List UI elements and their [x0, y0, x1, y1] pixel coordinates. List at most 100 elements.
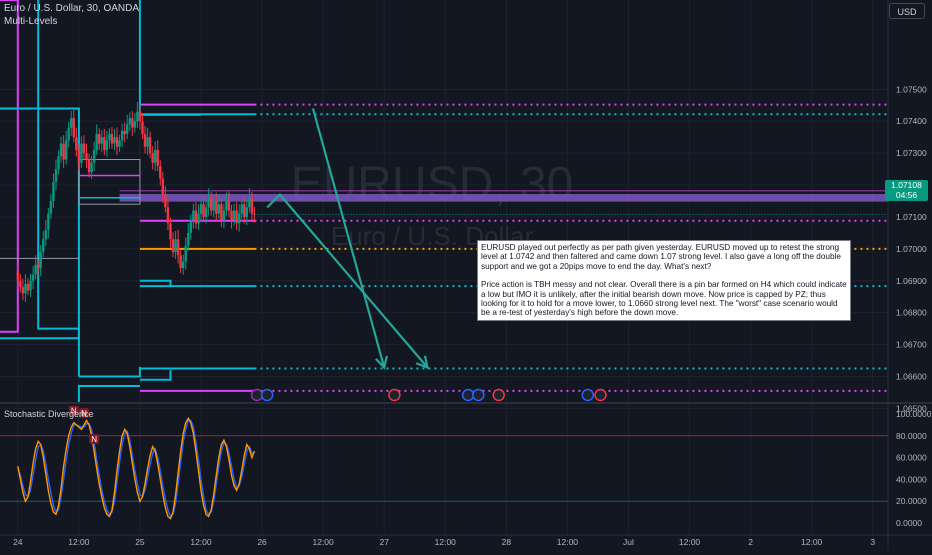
- last-price-tag: 1.07108 04:56: [885, 180, 928, 201]
- session-2-box: [78, 159, 141, 205]
- analysis-note[interactable]: EURUSD played out perfectly as per path …: [477, 240, 851, 321]
- time-tick-label: 25: [135, 537, 145, 547]
- indicator-name[interactable]: Multi-Levels: [4, 16, 58, 27]
- candle-body: [126, 124, 129, 134]
- arrow-path-long-head: [415, 355, 429, 370]
- candle-body: [225, 201, 228, 211]
- candle-body: [34, 264, 37, 275]
- candle-body: [212, 201, 215, 211]
- osc-tick-label: 20.0000: [896, 496, 927, 506]
- candle-body: [29, 280, 32, 291]
- watermark: EURUSD, 30 Euro / U.S. Dollar: [291, 158, 574, 251]
- candle-body: [47, 213, 50, 230]
- candle-body: [235, 210, 238, 224]
- stochastic-pane: 100.0000 80.0000 60.0000 40.0000 20.0000 0.00…: [0, 405, 932, 528]
- candle-body: [105, 140, 109, 150]
- divergence-badge: [78, 407, 89, 418]
- candle-body: [113, 137, 116, 144]
- economic-event-icon: [250, 388, 264, 402]
- candle-body: [131, 118, 134, 128]
- candle-body: [42, 239, 45, 253]
- candle-body: [49, 201, 53, 214]
- divergence-badge: [89, 434, 100, 445]
- session-1-range-magenta: [0, 0, 19, 333]
- candle-body: [245, 207, 249, 217]
- candle-body: [161, 178, 165, 195]
- time-tick-label: 2: [748, 537, 753, 547]
- osc-tick-label: 80.0000: [896, 431, 927, 441]
- session-2-range-cyan: [138, 0, 201, 116]
- zone-edge: [119, 189, 888, 192]
- stoch-k-line: [17, 417, 256, 520]
- candle-body: [136, 111, 139, 122]
- arrow-path-short: [311, 108, 386, 368]
- time-tick-label: 24: [13, 537, 23, 547]
- candle-body: [174, 239, 177, 253]
- candle-body: [39, 252, 42, 268]
- divergence-label: N: [91, 435, 97, 444]
- candle-body: [240, 204, 243, 214]
- level-lines: [119, 103, 888, 392]
- oscillator-title[interactable]: Stochastic Divergence: [4, 409, 94, 419]
- economic-event-icon: [472, 388, 485, 402]
- candle-body: [26, 283, 30, 291]
- candle-body: [16, 271, 20, 281]
- candle-body: [57, 156, 60, 170]
- candle-body: [77, 149, 81, 163]
- osc-tick-label: 100.0000: [896, 409, 932, 419]
- session-3-lower-cyan: [139, 279, 172, 287]
- candle-body: [133, 121, 137, 128]
- session-2-low-cyan: [78, 366, 141, 378]
- time-tick-label: 28: [502, 537, 512, 547]
- candle-body: [31, 274, 35, 281]
- candle-body: [110, 134, 114, 144]
- economic-event-icon: [492, 388, 505, 402]
- candle-body: [143, 134, 147, 147]
- candle-body: [138, 111, 142, 122]
- candle-body: [75, 137, 78, 150]
- economic-event-icon: [388, 388, 401, 402]
- economic-event-icon: [461, 388, 475, 402]
- candle-body: [202, 204, 205, 217]
- candle-body: [176, 239, 180, 256]
- symbol-title[interactable]: Euro / U.S. Dollar, 30, OANDA: [4, 3, 140, 14]
- candle-body: [98, 134, 101, 144]
- divergence-badge: [68, 405, 79, 416]
- session-boxes: [0, 0, 201, 402]
- divergence-label: N: [81, 409, 87, 418]
- candle-body: [21, 287, 25, 294]
- candle-body: [100, 137, 103, 144]
- candle-body: [169, 223, 172, 240]
- session-3-bottom-cyan: [139, 370, 172, 381]
- time-tick-label: 12:00: [68, 537, 90, 547]
- candle-body: [222, 210, 226, 221]
- session-1-range-cyan: [37, 0, 80, 377]
- stoch-d-line: [17, 419, 255, 518]
- candle-body: [90, 162, 93, 173]
- candle-body: [141, 121, 144, 134]
- candle-body: [237, 213, 241, 224]
- candle-body: [159, 165, 162, 179]
- time-tick-label: 27: [379, 537, 389, 547]
- candle-body: [217, 204, 221, 214]
- time-tick-label: 3: [870, 537, 875, 547]
- candle-body: [59, 143, 63, 157]
- time-tick-label: 12:00: [801, 537, 823, 547]
- price-tick-label: 1.07000: [896, 244, 927, 254]
- price-tick-label: 1.06800: [896, 308, 927, 318]
- candle-body: [103, 137, 106, 150]
- candle-body: [85, 153, 88, 160]
- price-tick-label: 1.06600: [896, 371, 927, 381]
- candle-body: [192, 210, 195, 221]
- candle-body: [184, 245, 187, 262]
- candle-body: [197, 213, 200, 224]
- currency-button[interactable]: USD: [889, 3, 925, 19]
- candlesticks: [16, 102, 888, 302]
- candle-body: [156, 149, 159, 166]
- candle-body: [64, 140, 68, 160]
- candle-body: [199, 204, 203, 214]
- candle-body: [36, 264, 40, 268]
